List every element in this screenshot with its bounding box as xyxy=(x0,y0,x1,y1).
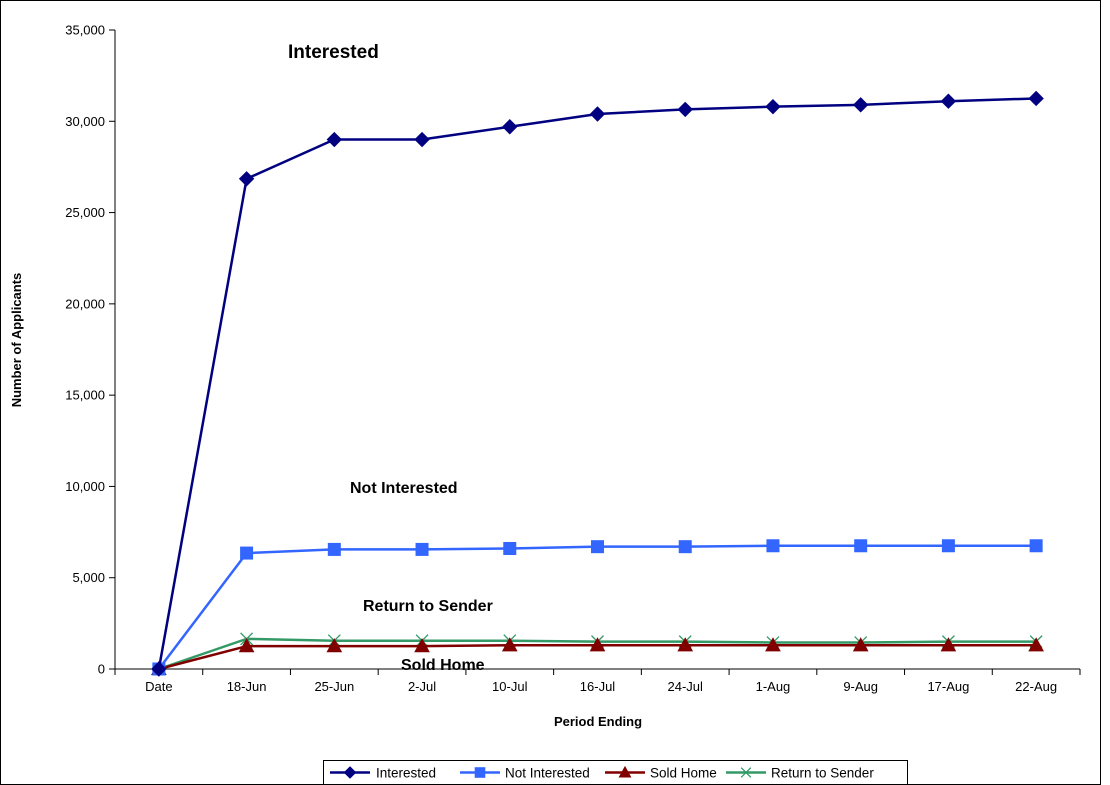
x-axis-title: Period Ending xyxy=(554,714,642,729)
data-point-sold-home xyxy=(414,638,430,653)
legend-marker xyxy=(474,767,486,778)
annotation-return-to-sender: Return to Sender xyxy=(363,598,493,615)
x-tick-label: 16-Jul xyxy=(580,679,616,694)
data-point-not-interested xyxy=(678,540,692,554)
data-point-not-interested xyxy=(503,542,517,556)
legend-marker xyxy=(618,765,632,778)
series-sold-home xyxy=(151,637,1044,676)
annotation-not-interested: Not Interested xyxy=(350,480,458,497)
y-tick-label: 35,000 xyxy=(65,23,105,38)
y-tick-label: 0 xyxy=(98,662,105,677)
data-point-not-interested xyxy=(1029,539,1043,553)
y-tick-label: 15,000 xyxy=(65,388,105,403)
legend-item-sold-home: Sold Home xyxy=(605,766,717,781)
data-point-sold-home xyxy=(940,637,957,652)
data-point-not-interested xyxy=(327,542,341,556)
data-point-sold-home xyxy=(501,637,518,652)
x-tick-label: Date xyxy=(145,679,172,694)
legend-marker xyxy=(343,766,357,779)
y-ticks: 0 5,000 10,000 15,000 20,000 25,000 30,000 35,0… xyxy=(65,23,115,677)
x-tick-label: 24-Jul xyxy=(668,679,704,694)
data-point-sold-home xyxy=(765,637,781,652)
data-point-not-interested xyxy=(240,546,254,560)
data-point-interested xyxy=(238,171,255,187)
x-tick-label: 25-Jun xyxy=(314,679,354,694)
data-point-not-interested xyxy=(854,539,868,553)
y-tick-label: 5,000 xyxy=(72,570,105,585)
x-tick-label: 17-Aug xyxy=(927,679,969,694)
x-tick-label: 1-Aug xyxy=(756,679,791,694)
data-point-interested xyxy=(589,106,606,122)
annotation-interested: Interested xyxy=(288,42,379,63)
data-point-interested xyxy=(502,119,518,135)
data-point-not-interested xyxy=(941,539,955,553)
y-axis-title: Number of Applicants xyxy=(9,273,24,408)
x-tick-label: 18-Jun xyxy=(227,679,267,694)
data-point-sold-home xyxy=(677,637,694,652)
data-point-not-interested xyxy=(591,540,604,554)
data-point-interested xyxy=(151,661,167,677)
data-point-sold-home xyxy=(852,637,869,652)
data-point-interested xyxy=(765,98,781,115)
legend-label: Interested xyxy=(376,766,436,781)
legend-item-interested: Interested xyxy=(330,766,436,781)
legend-label: Sold Home xyxy=(650,766,717,781)
x-tick-label: 2-Jul xyxy=(408,679,436,694)
data-point-interested xyxy=(940,93,957,109)
legend-marker xyxy=(740,767,752,778)
series-not-interested xyxy=(152,539,1043,676)
y-tick-label: 20,000 xyxy=(65,296,105,311)
data-point-interested xyxy=(1028,90,1044,107)
data-point-sold-home xyxy=(326,638,343,653)
y-tick-label: 10,000 xyxy=(65,479,105,494)
annotation-sold-home: Sold Home xyxy=(401,657,485,674)
legend-item-not-interested: Not Interested xyxy=(460,766,590,781)
data-point-sold-home xyxy=(589,637,606,652)
series-interested xyxy=(151,90,1044,677)
data-point-sold-home xyxy=(238,638,255,653)
series-layer xyxy=(151,90,1044,677)
data-point-interested xyxy=(326,131,343,148)
legend-label: Not Interested xyxy=(505,766,590,781)
legend-label: Return to Sender xyxy=(771,766,874,781)
x-tick-label: 10-Jul xyxy=(492,679,528,694)
legend: Interested Not Interested Sold Home Return … xyxy=(323,760,908,785)
x-tick-label: 22-Aug xyxy=(1015,679,1057,694)
x-tick-label: 9-Aug xyxy=(843,679,878,694)
data-point-not-interested xyxy=(766,539,780,553)
data-point-interested xyxy=(414,131,430,148)
y-tick-label: 25,000 xyxy=(65,205,105,220)
data-point-interested xyxy=(852,97,869,113)
y-tick-label: 30,000 xyxy=(65,114,105,129)
legend-item-return-to-sender: Return to Sender xyxy=(726,766,874,781)
data-point-not-interested xyxy=(415,542,429,556)
x-ticks: Date 18-Jun 25-Jun 2-Jul 10-Jul 16-Jul 24-Jul 1… xyxy=(114,669,1081,694)
data-point-sold-home xyxy=(1028,637,1044,652)
data-point-interested xyxy=(677,101,693,118)
